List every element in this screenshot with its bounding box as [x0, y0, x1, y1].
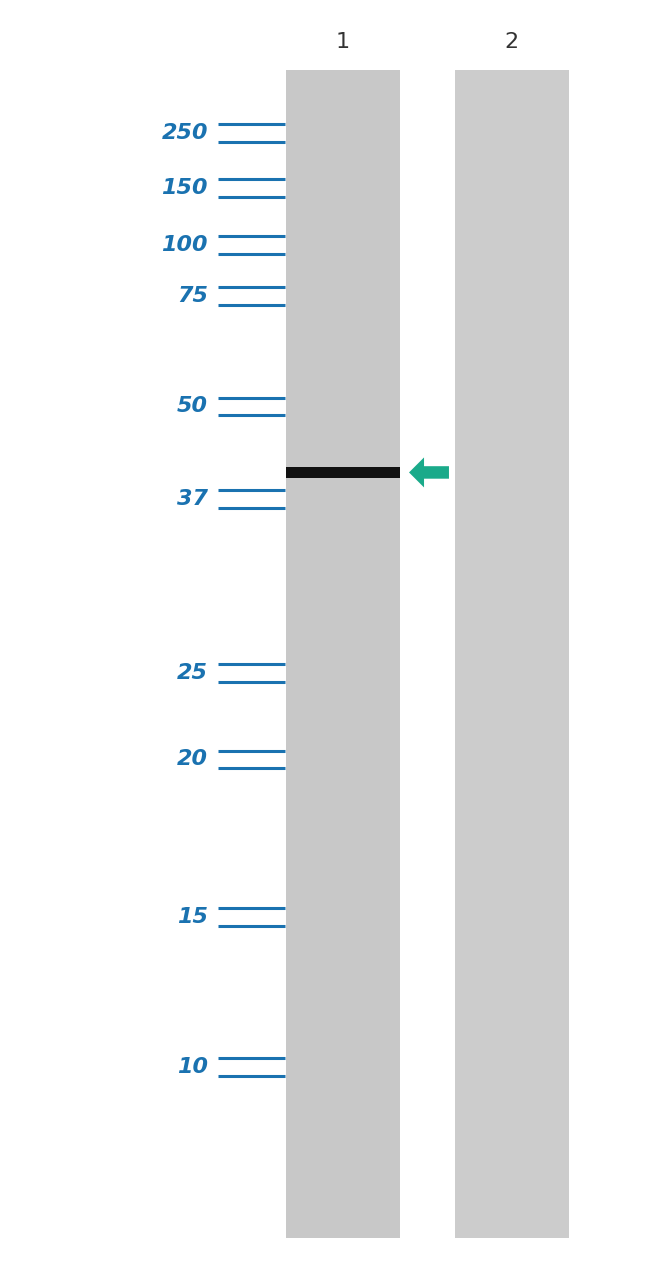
Text: 150: 150	[161, 178, 208, 198]
Text: 2: 2	[504, 32, 519, 52]
Text: 10: 10	[177, 1057, 208, 1077]
Text: 25: 25	[177, 663, 208, 683]
Text: 75: 75	[177, 286, 208, 306]
Bar	[286, 70, 400, 1238]
Bar	[455, 70, 569, 1238]
Text: 15: 15	[177, 907, 208, 927]
Text: 100: 100	[161, 235, 208, 255]
Bar	[286, 466, 400, 478]
Text: 37: 37	[177, 489, 208, 509]
Text: 50: 50	[177, 396, 208, 417]
Text: 1: 1	[335, 32, 350, 52]
Text: 250: 250	[161, 123, 208, 144]
Text: 20: 20	[177, 749, 208, 770]
